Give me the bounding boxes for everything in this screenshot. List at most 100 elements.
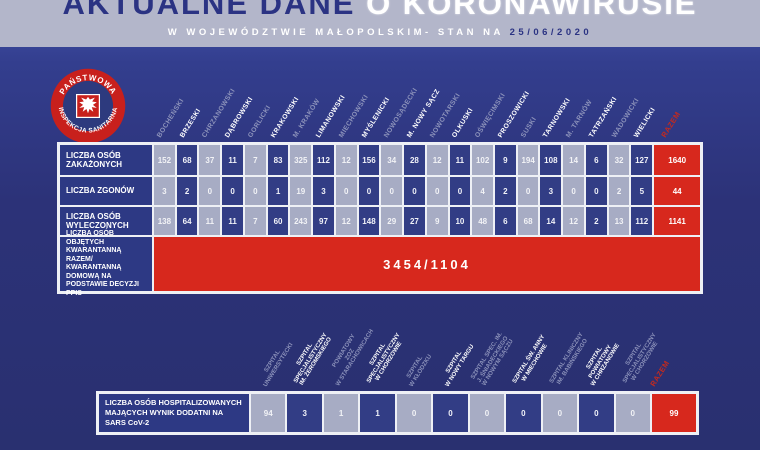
data-cell: 37 — [199, 145, 221, 175]
data-cell: 27 — [404, 207, 425, 235]
hospital-data-cell: 94 — [251, 394, 286, 432]
sanepid-logo: PAŃSTWOWA INSPEKCJA SANITARNA — [50, 68, 126, 144]
data-cell: 0 — [358, 177, 380, 205]
data-cell: 243 — [290, 207, 312, 235]
data-cell: 9 — [495, 145, 516, 175]
hospital-header: SZPITAL SPEC. IM. J. ŚNIADECKIEGO W NOWYM … — [469, 331, 515, 388]
data-cell: 2 — [176, 177, 198, 205]
data-cell: 156 — [358, 145, 380, 175]
hospital-data-cell: 0 — [396, 394, 432, 432]
district-header: OLKUSKI — [451, 106, 476, 139]
row-label: LICZBA OSÓB ZAKAŻONYCH — [60, 145, 152, 175]
data-cell: 0 — [517, 177, 539, 205]
data-cell: 0 — [585, 177, 607, 205]
data-cell: 0 — [426, 177, 448, 205]
data-cell: 1 — [267, 177, 289, 205]
hospital-data-cell: 0 — [615, 394, 650, 432]
hospital-data-cell: 0 — [542, 394, 578, 432]
data-cell: 68 — [176, 145, 198, 175]
data-cell: 0 — [381, 177, 403, 205]
data-cell: 0 — [199, 177, 221, 205]
hospital-row-label: LICZBA OSÓB HOSPITALIZOWANYCH MAJĄCYCH W… — [99, 394, 249, 432]
data-cell: 6 — [495, 207, 516, 235]
data-cell: 11 — [199, 207, 221, 235]
data-cell: 2 — [495, 177, 516, 205]
data-cell: 19 — [290, 177, 312, 205]
data-cell: 10 — [449, 207, 471, 235]
table-row: LICZBA OSÓB ZAKAŻONYCH 152 68 37 11 7 83 325 112… — [60, 145, 701, 175]
data-cell: 102 — [472, 145, 494, 175]
quarantine-row-label: LICZBA OSÓB OBJĘTYCH KWARANTANNĄ RAZEM/ … — [60, 230, 152, 297]
data-cell: 34 — [381, 145, 403, 175]
report-date: 25/06/2020 — [509, 27, 593, 38]
sanepid-badge-icon: PAŃSTWOWA INSPEKCJA SANITARNA — [50, 68, 126, 144]
razem-column-header-hospitals: RAZEM — [648, 358, 672, 388]
razem-column-header-main: RAZEM — [659, 109, 683, 139]
hospital-data-cell: 3 — [287, 394, 322, 432]
data-cell: 325 — [290, 145, 312, 175]
hospital-header: SZPITAL ŚW. ANNY W MIECHOWIE — [511, 333, 549, 385]
data-cell: 0 — [563, 177, 584, 205]
hospital-total-cell: 99 — [651, 394, 696, 432]
hospital-data-cell: 0 — [433, 394, 468, 432]
data-cell: 28 — [404, 145, 425, 175]
data-cell: 6 — [585, 145, 607, 175]
data-cell: 2 — [608, 177, 630, 205]
data-cell: 0 — [449, 177, 471, 205]
data-cell: 12 — [335, 145, 357, 175]
data-cell: 112 — [313, 145, 334, 175]
data-cell: 13 — [608, 207, 630, 235]
row-total-cell: 44 — [654, 177, 701, 205]
district-header: BRZESKI — [178, 107, 203, 139]
district-data-table: LICZBA OSÓB ZAKAŻONYCH 152 68 37 11 7 83 325 112… — [58, 143, 702, 297]
data-cell: 3 — [540, 177, 562, 205]
data-cell: 64 — [176, 207, 198, 235]
subtitle-text: W WOJEWÓDZTWIE MAŁOPOLSKIM- STAN NA — [167, 27, 504, 38]
data-cell: 83 — [267, 145, 289, 175]
title-dark-part: AKTUALNE DANE — [62, 0, 356, 21]
hospital-data-cell: 0 — [579, 394, 614, 432]
data-cell: 60 — [267, 207, 289, 235]
table-row: LICZBA ZGONÓW 3 2 0 0 0 1 19 3 0 0 0 0 0 0 4 2 0 3 0 0 2 5 44 — [60, 177, 701, 205]
data-cell: 32 — [608, 145, 630, 175]
data-cell: 14 — [563, 145, 584, 175]
data-cell: 3 — [313, 177, 334, 205]
row-label: LICZBA ZGONÓW — [60, 177, 152, 205]
row-total-cell: 1640 — [654, 145, 701, 175]
data-cell: 12 — [335, 207, 357, 235]
data-cell: 0 — [244, 177, 266, 205]
quarantine-row: LICZBA OSÓB OBJĘTYCH KWARANTANNĄ RAZEM/ … — [60, 230, 700, 297]
data-cell: 0 — [335, 177, 357, 205]
header-band: AKTUALNE DANE O KORONAWIRUSIE W WOJEWÓDZ… — [0, 0, 760, 47]
data-cell: 2 — [585, 207, 607, 235]
hospital-header: SZPITAL W NOWY TARGU — [444, 343, 476, 388]
table-row: LICZBA OSÓB WYLECZONYCH 138 64 11 11 7 60 243 97… — [60, 207, 701, 235]
eagle-icon — [79, 96, 97, 114]
data-cell: 4 — [472, 177, 494, 205]
hospital-data-cell: 0 — [469, 394, 505, 432]
district-header: WIELICKI — [633, 106, 658, 139]
hospital-data-cell: 0 — [506, 394, 541, 432]
data-cell: 108 — [540, 145, 562, 175]
district-header: SUSKI — [519, 115, 538, 139]
data-cell: 11 — [449, 145, 471, 175]
data-cell: 14 — [540, 207, 562, 235]
data-cell: 152 — [154, 145, 175, 175]
data-cell: 11 — [222, 207, 243, 235]
row-label: LICZBA OSÓB WYLECZONYCH — [60, 207, 152, 235]
data-cell: 12 — [426, 145, 448, 175]
data-cell: 0 — [222, 177, 243, 205]
hospital-table-row: LICZBA OSÓB HOSPITALIZOWANYCH MAJĄCYCH W… — [99, 394, 696, 432]
hospital-data-cell: 1 — [360, 394, 395, 432]
data-cell: 148 — [358, 207, 380, 235]
data-cell: 0 — [404, 177, 425, 205]
title-light-part: O KORONAWIRUSIE — [366, 0, 698, 21]
data-cell: 48 — [472, 207, 494, 235]
data-cell: 3 — [154, 177, 175, 205]
data-cell: 12 — [563, 207, 584, 235]
data-cell: 9 — [426, 207, 448, 235]
hospital-header: SZPITAL W KŁODZKU — [405, 353, 433, 388]
data-cell: 112 — [631, 207, 653, 235]
data-cell: 5 — [631, 177, 653, 205]
